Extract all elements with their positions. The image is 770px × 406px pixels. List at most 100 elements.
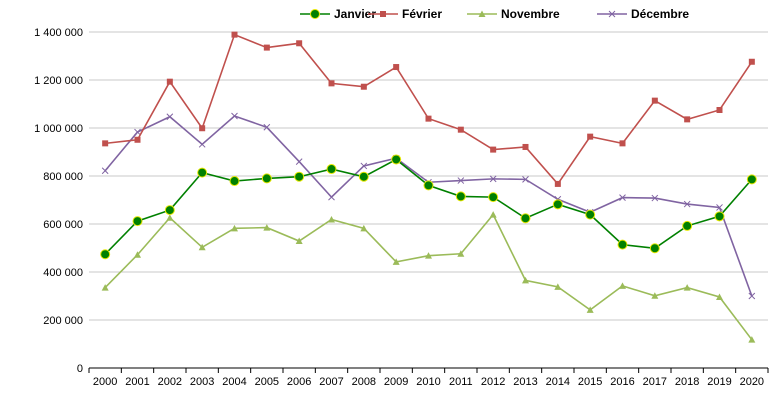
- data-point-x: [608, 10, 616, 18]
- data-point-square: [231, 31, 238, 38]
- data-point-square: [134, 136, 141, 143]
- data-point-x: [457, 177, 465, 184]
- x-tick-label: 2002: [158, 376, 182, 388]
- data-point-x: [522, 176, 529, 183]
- x-tick-label: 2000: [93, 376, 117, 388]
- series-février: [102, 31, 755, 187]
- data-point-triangle: [360, 224, 368, 232]
- data-point-x: [263, 123, 271, 131]
- data-point-triangle: [683, 284, 691, 291]
- data-point-x: [619, 194, 626, 201]
- data-point-x: [683, 200, 691, 208]
- data-point-circle: [423, 180, 434, 191]
- series-line: [104, 213, 753, 341]
- data-point-circle: [520, 213, 531, 224]
- series-décembre: [101, 112, 756, 300]
- x-tick-label: 2001: [125, 376, 149, 388]
- data-point-triangle: [231, 224, 238, 232]
- data-point-square: [380, 11, 386, 17]
- data-point-circle: [585, 209, 596, 220]
- data-point-circle: [197, 167, 208, 178]
- data-point-triangle: [198, 243, 206, 251]
- data-point-triangle: [101, 284, 109, 291]
- series-janvier: [100, 154, 757, 260]
- data-point-square: [263, 44, 270, 51]
- data-point-x: [748, 292, 756, 300]
- data-point-square: [393, 64, 400, 71]
- x-tick-label: 2007: [319, 376, 343, 388]
- y-tick-label: 1 400 000: [34, 27, 83, 39]
- data-point-x: [134, 128, 141, 136]
- data-point-circle: [358, 171, 369, 182]
- data-point-triangle: [392, 258, 400, 265]
- data-point-circle: [488, 192, 499, 203]
- x-tick-label: 2012: [481, 376, 505, 388]
- data-point-square: [522, 143, 529, 150]
- data-point-square: [651, 97, 658, 104]
- x-tick-label: 2017: [643, 376, 667, 388]
- legend-label: Décembre: [631, 7, 689, 21]
- legend-label: Janvier: [334, 7, 376, 21]
- y-tick-label: 200 000: [43, 315, 83, 327]
- x-tick-label: 2006: [287, 376, 311, 388]
- x-axis: 2000 2001 2002 2003 2004 2005 2006 2007 2008 2009…: [88, 367, 769, 388]
- x-tick-label: 2004: [222, 376, 246, 388]
- data-point-circle: [391, 154, 402, 165]
- x-tick-label: 2009: [384, 376, 408, 388]
- data-point-square: [716, 107, 723, 113]
- data-point-triangle: [619, 282, 626, 289]
- data-point-x: [328, 193, 335, 201]
- data-point-circle: [746, 174, 757, 185]
- data-point-circle: [132, 216, 143, 227]
- legend-item: Décembre: [597, 7, 689, 21]
- legend-label: Novembre: [501, 7, 560, 21]
- x-tick-label: 2016: [610, 376, 634, 388]
- data-point-x: [231, 112, 238, 120]
- x-tick-label: 2015: [578, 376, 602, 388]
- data-point-square: [166, 78, 173, 85]
- data-point-square: [619, 140, 626, 147]
- y-axis: 0 200 000 400 000 600 000 800 000 1 000 000 1 …: [34, 27, 83, 375]
- data-point-triangle: [425, 252, 432, 259]
- data-point-x: [295, 158, 303, 165]
- data-point-square: [425, 115, 432, 122]
- data-point-circle: [326, 164, 337, 175]
- data-point-circle: [617, 239, 628, 250]
- data-point-triangle: [263, 224, 271, 231]
- data-point-circle: [649, 243, 660, 254]
- data-point-triangle: [651, 292, 659, 299]
- data-point-square: [748, 58, 755, 65]
- x-tick-label: 2010: [416, 376, 440, 388]
- y-tick-label: 1 200 000: [34, 75, 83, 87]
- data-point-square: [684, 116, 691, 123]
- y-tick-label: 600 000: [43, 219, 83, 231]
- data-point-square: [296, 40, 303, 47]
- data-point-circle: [714, 211, 725, 222]
- data-point-triangle: [295, 237, 303, 245]
- series-novembre: [101, 211, 756, 343]
- data-point-circle: [310, 9, 320, 19]
- x-tick-label: 2011: [449, 376, 473, 388]
- data-point-triangle: [478, 10, 486, 17]
- legend-item: Novembre: [467, 7, 560, 21]
- data-point-circle: [261, 173, 272, 184]
- x-tick-label: 2005: [255, 376, 279, 388]
- data-point-triangle: [522, 276, 529, 284]
- legend: Janvier Février Novembre Décembre: [300, 7, 689, 21]
- data-point-triangle: [554, 283, 562, 290]
- x-tick-label: 2013: [513, 376, 537, 388]
- legend-label: Février: [402, 7, 442, 21]
- series-lines: [100, 31, 757, 343]
- x-tick-label: 2020: [740, 376, 764, 388]
- data-point-square: [328, 80, 335, 87]
- data-point-square: [360, 83, 367, 90]
- data-point-x: [651, 194, 659, 202]
- data-point-circle: [552, 199, 563, 210]
- data-point-square: [199, 125, 206, 132]
- data-point-x: [166, 113, 174, 121]
- data-point-circle: [294, 171, 305, 182]
- data-point-square: [587, 133, 594, 140]
- data-point-triangle: [716, 293, 723, 300]
- data-point-square: [554, 180, 561, 187]
